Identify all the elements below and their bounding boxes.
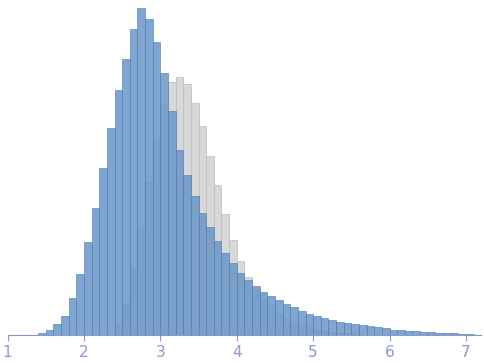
Bar — [359, 325, 367, 335]
Bar — [183, 84, 191, 335]
Bar — [229, 263, 237, 335]
Bar — [115, 90, 122, 335]
Bar — [244, 280, 252, 335]
Bar — [115, 324, 122, 335]
Bar — [130, 29, 137, 335]
Bar — [160, 73, 168, 335]
Bar — [198, 212, 206, 335]
Bar — [145, 182, 153, 335]
Bar — [46, 330, 53, 335]
Bar — [329, 332, 336, 335]
Bar — [290, 322, 298, 335]
Bar — [198, 126, 206, 335]
Bar — [298, 311, 305, 335]
Bar — [329, 320, 336, 335]
Bar — [374, 327, 382, 335]
Bar — [267, 296, 275, 335]
Bar — [222, 253, 229, 335]
Bar — [382, 329, 390, 335]
Bar — [290, 307, 298, 335]
Bar — [191, 103, 198, 335]
Bar — [168, 82, 176, 335]
Bar — [99, 168, 107, 335]
Bar — [206, 227, 214, 335]
Bar — [38, 333, 46, 335]
Bar — [160, 105, 168, 335]
Bar — [260, 299, 267, 335]
Bar — [267, 306, 275, 335]
Bar — [275, 300, 283, 335]
Bar — [214, 185, 222, 335]
Bar — [390, 330, 397, 335]
Bar — [436, 333, 443, 335]
Bar — [84, 242, 91, 335]
Bar — [206, 156, 214, 335]
Bar — [252, 289, 260, 335]
Bar — [412, 331, 420, 335]
Bar — [229, 240, 237, 335]
Bar — [428, 332, 436, 335]
Bar — [305, 314, 313, 335]
Bar — [130, 269, 137, 335]
Bar — [321, 331, 329, 335]
Bar — [237, 261, 244, 335]
Bar — [397, 330, 405, 335]
Bar — [344, 323, 351, 335]
Bar — [244, 277, 252, 335]
Bar — [91, 208, 99, 335]
Bar — [451, 333, 458, 335]
Bar — [283, 304, 290, 335]
Bar — [336, 322, 344, 335]
Bar — [275, 313, 283, 335]
Bar — [176, 150, 183, 335]
Bar — [260, 291, 267, 335]
Bar — [153, 42, 160, 335]
Bar — [145, 19, 153, 335]
Bar — [298, 325, 305, 335]
Bar — [214, 241, 222, 335]
Bar — [313, 330, 321, 335]
Bar — [405, 331, 412, 335]
Bar — [107, 128, 115, 335]
Bar — [443, 333, 451, 335]
Bar — [53, 324, 61, 335]
Bar — [305, 327, 313, 335]
Bar — [191, 196, 198, 335]
Bar — [76, 274, 84, 335]
Bar — [137, 229, 145, 335]
Bar — [137, 8, 145, 335]
Bar — [351, 324, 359, 335]
Bar — [61, 316, 69, 335]
Bar — [252, 286, 260, 335]
Bar — [321, 318, 329, 335]
Bar — [367, 326, 374, 335]
Bar — [183, 175, 191, 335]
Bar — [313, 316, 321, 335]
Bar — [283, 318, 290, 335]
Bar — [344, 333, 351, 335]
Bar — [336, 333, 344, 335]
Bar — [122, 303, 130, 335]
Bar — [153, 140, 160, 335]
Bar — [168, 111, 176, 335]
Bar — [351, 334, 359, 335]
Bar — [122, 59, 130, 335]
Bar — [69, 298, 76, 335]
Bar — [176, 77, 183, 335]
Bar — [466, 334, 473, 335]
Bar — [222, 213, 229, 335]
Bar — [237, 273, 244, 335]
Bar — [458, 334, 466, 335]
Bar — [420, 332, 428, 335]
